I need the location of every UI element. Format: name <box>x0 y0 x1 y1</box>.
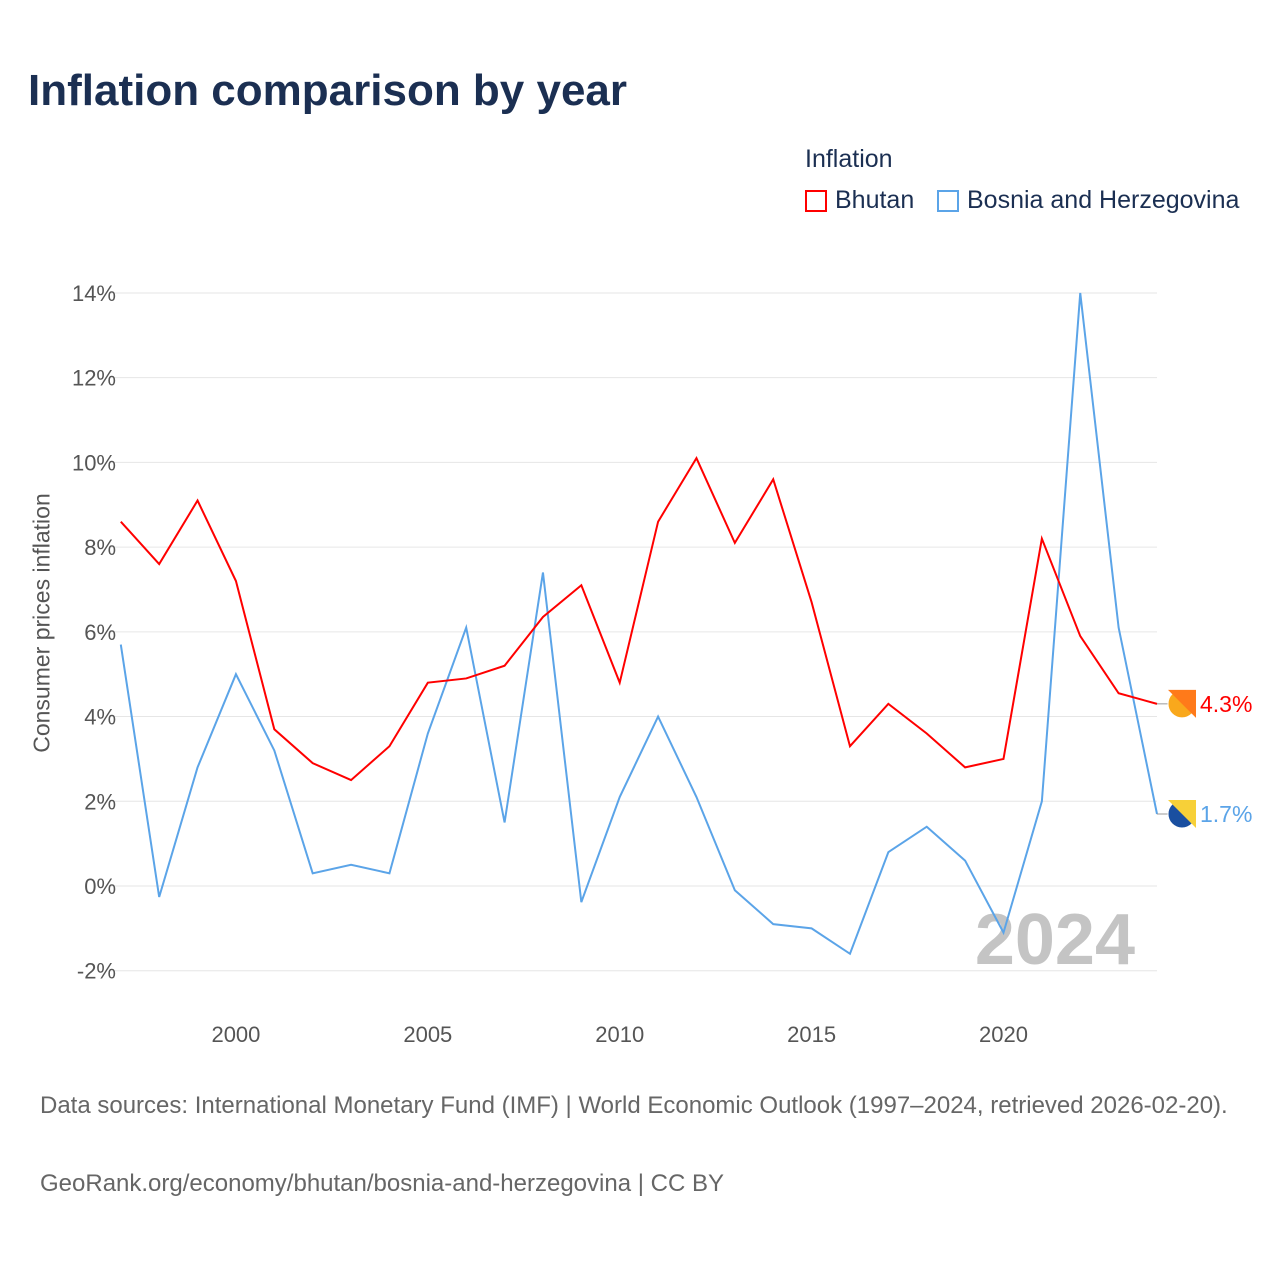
series-line-bhutan[interactable] <box>120 456 1158 782</box>
y-tick-label: 2% <box>84 789 116 814</box>
end-value-label: 1.7% <box>1200 801 1252 827</box>
y-tick-label: 12% <box>72 366 116 391</box>
chart-title: Inflation comparison by year <box>28 66 628 115</box>
legend-swatch <box>805 189 827 212</box>
y-tick-label: -2% <box>77 959 116 984</box>
series-line-bosnia-and-herzegovina[interactable] <box>119 292 1158 956</box>
footer-link[interactable]: GeoRank.org/economy/bhutan/bosnia-and-he… <box>40 1170 724 1197</box>
legend-label: Bhutan <box>835 186 915 214</box>
footer-source: Data sources: International Monetary Fun… <box>40 1092 1228 1119</box>
legend-swatch <box>937 189 959 212</box>
year-watermark: 2024 <box>975 900 1135 980</box>
y-tick-label: 14% <box>72 281 116 306</box>
y-tick-label: 8% <box>84 535 116 560</box>
x-tick-label: 2020 <box>979 1022 1028 1047</box>
legend-item-bosnia[interactable]: Bosnia and Herzegovina <box>937 186 1239 215</box>
x-tick-label: 2000 <box>211 1022 260 1047</box>
flag-icon-detail <box>1168 799 1196 828</box>
legend-label: Bosnia and Herzegovina <box>967 186 1240 214</box>
x-tick-label: 2005 <box>403 1022 452 1047</box>
x-tick-label: 2010 <box>595 1022 644 1047</box>
flag-icon-detail <box>1168 689 1196 718</box>
y-tick-label: 4% <box>84 705 116 730</box>
x-tick-label: 2015 <box>787 1022 836 1047</box>
y-tick-label: 10% <box>72 450 116 475</box>
legend-item-bhutan[interactable]: Bhutan <box>805 186 914 215</box>
y-tick-label: 6% <box>84 620 116 645</box>
legend-title: Inflation <box>805 145 893 173</box>
y-tick-label: 0% <box>84 874 116 899</box>
end-value-label: 4.3% <box>1200 691 1252 717</box>
